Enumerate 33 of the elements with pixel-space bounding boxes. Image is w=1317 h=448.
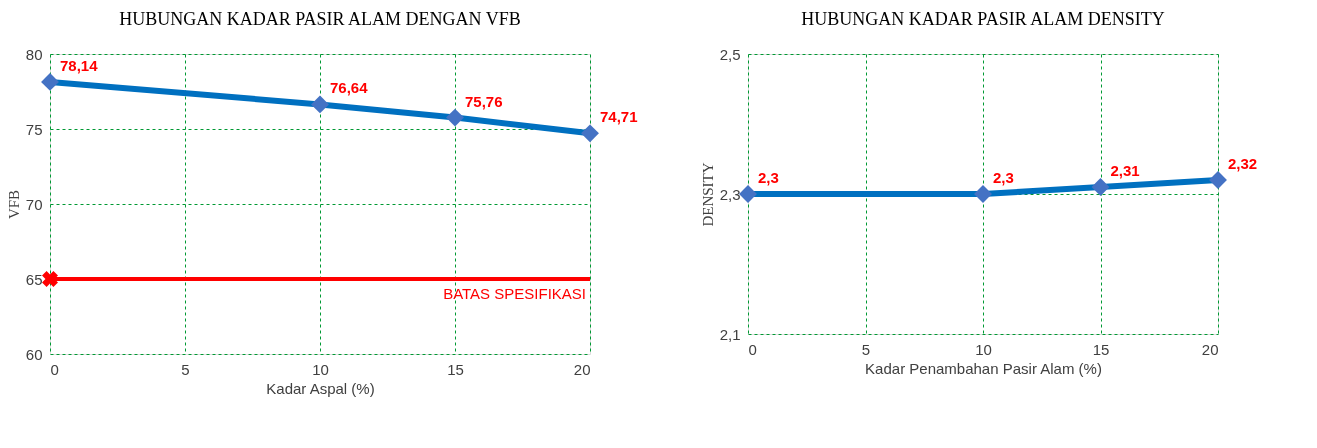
chart-title: HUBUNGAN KADAR PASIR ALAM DENGAN VFB xyxy=(119,9,521,29)
y-tick-label: 80 xyxy=(25,45,43,63)
data-label: 75,76 xyxy=(465,92,503,110)
y-tick-label: 70 xyxy=(25,195,43,213)
x-tick-label: 0 xyxy=(748,340,757,358)
data-label: 78,14 xyxy=(60,56,99,74)
data-label: 2,31 xyxy=(1110,162,1140,179)
x-tick-label: 5 xyxy=(861,340,871,358)
chart-title: HUBUNGAN KADAR PASIR ALAM DENSITY xyxy=(801,9,1165,29)
x-tick-label: 20 xyxy=(573,360,591,378)
x-axis-title: Kadar Penambahan Pasir Alam (%) xyxy=(865,359,1102,377)
y-tick-label: 2,1 xyxy=(719,325,741,343)
data-label: 76,64 xyxy=(330,79,369,97)
y-tick-label: 2,5 xyxy=(719,45,741,63)
x-axis-title: Kadar Aspal (%) xyxy=(266,379,375,397)
y-axis-title: DENSITY xyxy=(699,162,716,227)
data-label: 2,32 xyxy=(1228,155,1258,172)
data-label: 2,3 xyxy=(993,169,1014,186)
data-label: 2,3 xyxy=(758,169,779,186)
x-tick-label: 15 xyxy=(447,360,464,378)
x-tick-label: 5 xyxy=(181,360,190,378)
x-tick-label: 10 xyxy=(975,340,992,358)
y-tick-label: 60 xyxy=(25,345,43,363)
x-tick-label: 20 xyxy=(1201,340,1219,358)
x-tick-label: 0 xyxy=(50,360,59,378)
x-tick-label: 15 xyxy=(1092,340,1110,358)
ref-line-label: BATAS SPESIFIKASI xyxy=(443,285,586,302)
x-tick-label: 10 xyxy=(312,360,329,378)
y-tick-label: 2,3 xyxy=(719,185,741,203)
data-label: 74,71 xyxy=(600,108,638,126)
y-axis-title: VFB xyxy=(5,189,22,220)
y-tick-label: 65 xyxy=(25,270,43,288)
y-tick-label: 75 xyxy=(25,120,43,138)
